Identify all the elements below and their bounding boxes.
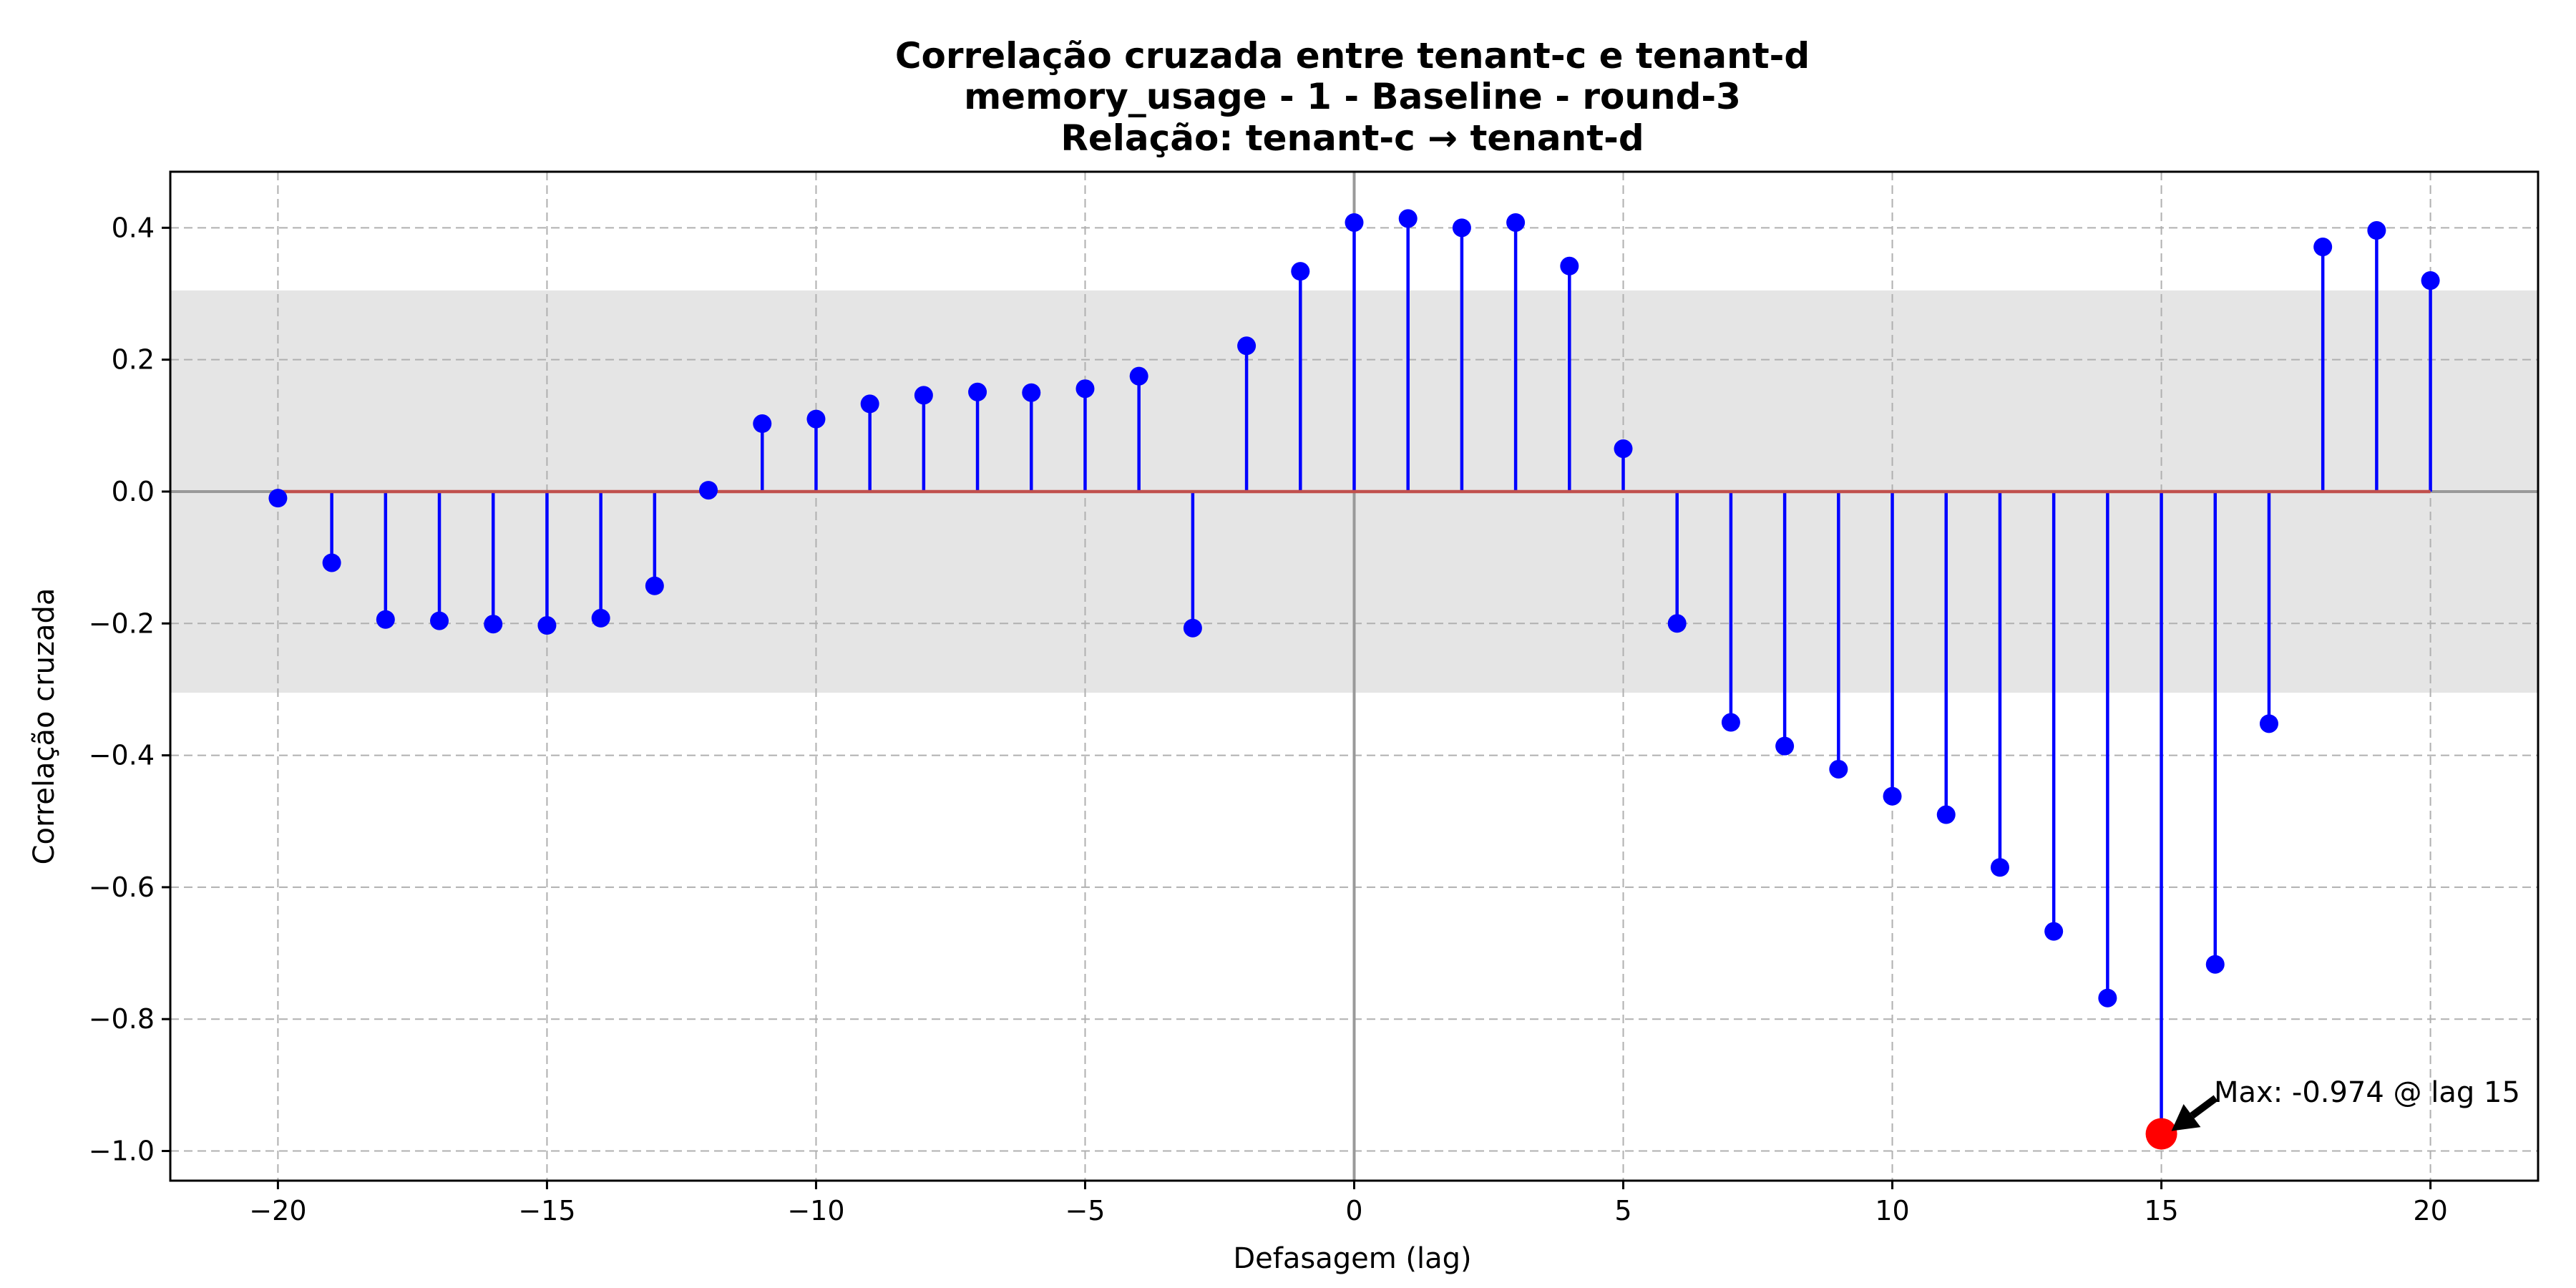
- stem-marker: [2421, 271, 2440, 291]
- max-annotation-text: Max: -0.974 @ lag 15: [2214, 1076, 2520, 1109]
- x-axis-ticks: −20 −15 −10 −5 0 5 10 15 20: [249, 1181, 2448, 1226]
- stem-marker: [322, 553, 341, 572]
- x-tick-label: 15: [2144, 1195, 2178, 1226]
- y-axis-label: Correlação cruzada: [28, 588, 61, 865]
- stem-marker: [1452, 218, 1471, 238]
- y-tick-label: −0.4: [89, 740, 155, 771]
- stem-marker: [1506, 213, 1526, 232]
- x-tick-label: 20: [2413, 1195, 2447, 1226]
- stem-marker: [484, 615, 503, 634]
- stem-marker: [1667, 614, 1687, 633]
- annotation-arrow-head: [2171, 1104, 2201, 1131]
- stem-marker: [2367, 221, 2386, 240]
- title-line-2: memory_usage - 1 - Baseline - round-3: [964, 76, 1741, 117]
- y-tick-label: −1.0: [89, 1136, 155, 1167]
- chart-title: Correlação cruzada entre tenant-c e tena…: [895, 35, 1810, 159]
- stem-marker: [1237, 336, 1257, 356]
- x-axis-label: Defasagem (lag): [1233, 1242, 1471, 1275]
- title-line-1: Correlação cruzada entre tenant-c e tena…: [895, 35, 1810, 77]
- stem-marker: [1398, 209, 1418, 228]
- stem-marker: [968, 382, 987, 401]
- stem-marker: [430, 611, 449, 630]
- x-tick-label: 0: [1345, 1195, 1362, 1226]
- stem-marker: [1614, 439, 1633, 459]
- y-tick-label: −0.2: [89, 608, 155, 639]
- stem-marker: [1775, 736, 1795, 756]
- stem-marker: [2259, 714, 2278, 733]
- stem-marker: [1075, 379, 1095, 399]
- stem-marker: [1345, 213, 1364, 232]
- stem-marker: [1183, 618, 1202, 638]
- stem-marker: [1560, 256, 1579, 275]
- stem-marker: [2313, 238, 2333, 257]
- y-tick-label: 0.0: [112, 476, 155, 507]
- x-tick-label: −15: [518, 1195, 575, 1226]
- x-tick-label: −20: [249, 1195, 306, 1226]
- max-marker: [2145, 1118, 2177, 1150]
- stem-marker: [1936, 805, 1956, 824]
- y-tick-label: −0.8: [89, 1003, 155, 1035]
- stem-marker: [914, 386, 933, 405]
- title-line-3: Relação: tenant-c → tenant-d: [1060, 117, 1644, 159]
- y-tick-label: 0.2: [112, 344, 155, 376]
- stem-marker: [806, 409, 826, 429]
- stem-marker: [2044, 922, 2064, 941]
- x-tick-label: −10: [787, 1195, 844, 1226]
- stem-marker: [1129, 366, 1148, 386]
- stem-marker: [537, 616, 557, 635]
- stem-marker: [1291, 262, 1310, 281]
- stem-marker: [1022, 383, 1041, 402]
- y-tick-label: 0.4: [112, 212, 155, 243]
- stem-marker: [268, 489, 288, 508]
- x-tick-label: −5: [1065, 1195, 1105, 1226]
- stem-marker: [860, 394, 879, 414]
- stem-marker: [1990, 858, 2009, 877]
- stem-marker: [645, 576, 664, 595]
- stem-marker: [376, 610, 395, 629]
- x-tick-label: 10: [1875, 1195, 1909, 1226]
- y-tick-label: −0.6: [89, 872, 155, 903]
- annotation-arrow-shaft: [2190, 1095, 2218, 1119]
- stem-marker: [2205, 955, 2225, 974]
- stem-series: [268, 209, 2440, 1150]
- stem-marker: [2098, 988, 2117, 1008]
- stem-marker: [753, 414, 772, 434]
- x-tick-label: 5: [1614, 1195, 1631, 1226]
- stem-marker: [1883, 786, 1902, 806]
- stem-marker: [591, 608, 610, 628]
- stem-marker: [699, 481, 718, 500]
- max-annotation: Max: -0.974 @ lag 15: [2171, 1076, 2520, 1131]
- y-axis-ticks: −1.0 −0.8 −0.6 −0.4 −0.2 0.0 0.2 0.4: [89, 212, 170, 1167]
- stem-marker: [1829, 759, 1848, 779]
- stem-marker: [1721, 713, 1740, 732]
